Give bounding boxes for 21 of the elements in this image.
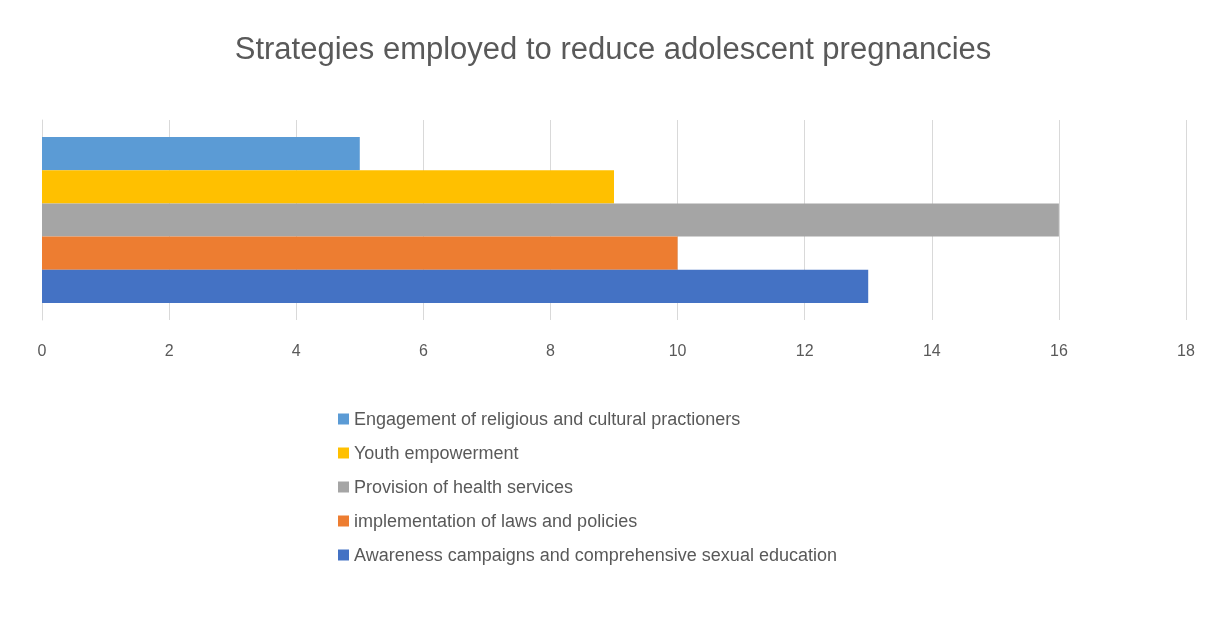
legend-label: Engagement of religious and cultural practioners bbox=[354, 409, 741, 429]
x-tick-label: 4 bbox=[291, 341, 301, 359]
x-tick-label: 6 bbox=[418, 341, 428, 359]
x-tick-label: 2 bbox=[164, 341, 174, 359]
legend-label: Youth empowerment bbox=[354, 443, 519, 463]
legend-label: Provision of health services bbox=[354, 477, 574, 497]
x-tick-label: 10 bbox=[668, 341, 687, 359]
x-tick-label: 18 bbox=[1177, 341, 1195, 359]
x-tick-label: 0 bbox=[37, 341, 47, 359]
chart-title: Strategies employed to reduce adolescent pregnancies bbox=[234, 31, 992, 66]
legend-label: Awareness campaigns and comprehensive sexual education bbox=[354, 545, 837, 565]
x-tick-label: 12 bbox=[795, 341, 814, 359]
legend-label: implementation of laws and policies bbox=[354, 511, 638, 531]
bar bbox=[42, 170, 614, 204]
bar bbox=[42, 236, 678, 270]
x-tick-label: 8 bbox=[545, 341, 555, 359]
bar bbox=[42, 269, 869, 303]
x-tick-label: 16 bbox=[1049, 341, 1068, 359]
x-tick-label: 14 bbox=[922, 341, 941, 359]
bar bbox=[42, 137, 360, 171]
bar bbox=[42, 203, 1059, 237]
